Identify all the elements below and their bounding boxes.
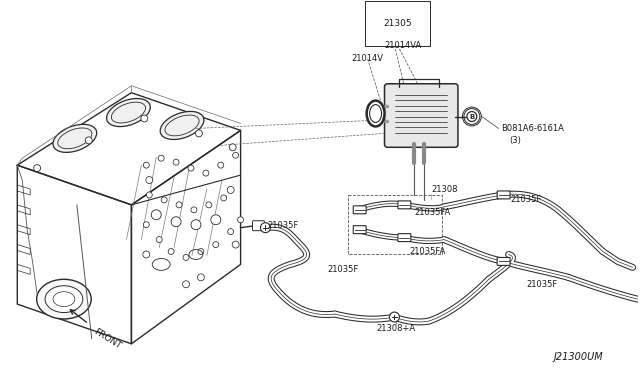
Circle shape: [188, 165, 194, 171]
Circle shape: [173, 159, 179, 165]
Circle shape: [228, 229, 234, 235]
Circle shape: [195, 130, 202, 137]
Circle shape: [183, 254, 189, 260]
Circle shape: [151, 210, 161, 220]
Circle shape: [260, 223, 270, 232]
Circle shape: [198, 248, 204, 254]
Ellipse shape: [367, 101, 385, 126]
Text: J21300UM: J21300UM: [553, 352, 603, 362]
Text: 21035F: 21035F: [268, 221, 299, 230]
Circle shape: [143, 162, 149, 168]
Circle shape: [237, 217, 244, 223]
Circle shape: [143, 222, 149, 228]
Circle shape: [229, 144, 236, 151]
Circle shape: [211, 215, 221, 225]
Text: 21308: 21308: [431, 186, 458, 195]
Ellipse shape: [53, 124, 97, 153]
Circle shape: [143, 251, 150, 258]
Circle shape: [176, 202, 182, 208]
Circle shape: [213, 241, 219, 247]
Text: (3): (3): [509, 136, 522, 145]
Text: 21035FA: 21035FA: [414, 208, 451, 217]
Circle shape: [206, 202, 212, 208]
FancyBboxPatch shape: [253, 221, 264, 231]
Circle shape: [168, 248, 174, 254]
FancyBboxPatch shape: [398, 201, 411, 209]
Ellipse shape: [107, 99, 150, 126]
Ellipse shape: [160, 112, 204, 140]
Ellipse shape: [45, 286, 83, 312]
Circle shape: [146, 177, 153, 183]
Circle shape: [221, 195, 227, 201]
Text: 21014V: 21014V: [352, 54, 384, 64]
Text: FRONT: FRONT: [92, 327, 122, 351]
FancyBboxPatch shape: [353, 206, 366, 214]
FancyBboxPatch shape: [497, 191, 510, 199]
Text: 21035F: 21035F: [327, 265, 358, 274]
FancyBboxPatch shape: [497, 257, 510, 265]
Circle shape: [233, 152, 239, 158]
Circle shape: [232, 241, 239, 248]
Circle shape: [197, 274, 204, 281]
Circle shape: [191, 220, 201, 230]
Text: B081A6-6161A: B081A6-6161A: [500, 124, 563, 133]
Circle shape: [161, 197, 167, 203]
Text: B: B: [469, 113, 474, 119]
Circle shape: [191, 207, 197, 213]
FancyBboxPatch shape: [398, 234, 411, 241]
Circle shape: [227, 186, 234, 193]
FancyBboxPatch shape: [385, 84, 458, 147]
FancyBboxPatch shape: [353, 226, 366, 234]
Circle shape: [34, 165, 40, 171]
Text: 21305: 21305: [383, 19, 412, 28]
Circle shape: [182, 281, 189, 288]
Text: 21014VA: 21014VA: [385, 41, 422, 49]
Text: 21035FA: 21035FA: [410, 247, 445, 256]
Text: 21308+A: 21308+A: [377, 324, 416, 333]
Circle shape: [85, 137, 92, 144]
Text: 21035F: 21035F: [527, 280, 557, 289]
Circle shape: [390, 312, 399, 322]
Ellipse shape: [36, 279, 92, 319]
Text: 21035F: 21035F: [511, 195, 542, 204]
Circle shape: [218, 162, 224, 168]
Circle shape: [141, 115, 148, 122]
Circle shape: [203, 170, 209, 176]
Circle shape: [156, 237, 162, 243]
Circle shape: [158, 155, 164, 161]
Circle shape: [467, 112, 477, 122]
Circle shape: [171, 217, 181, 227]
Circle shape: [147, 192, 152, 198]
